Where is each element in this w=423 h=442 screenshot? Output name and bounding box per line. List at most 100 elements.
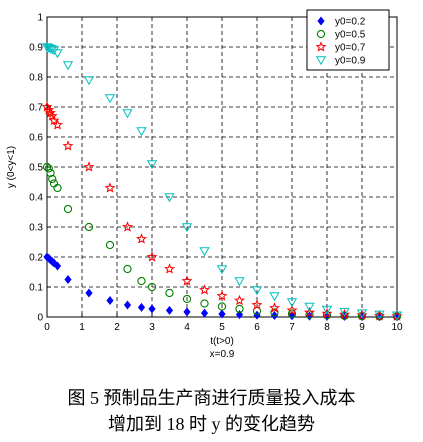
y-tick-label: 0.2 (29, 253, 43, 264)
x-tick-label: 4 (184, 322, 190, 333)
data-point (181, 223, 193, 233)
legend: y0=0.2 y0=0.5 y0=0.7 y0=0.9 (306, 9, 390, 71)
data-point (182, 294, 192, 304)
data-point (137, 302, 146, 312)
data-point (63, 204, 73, 214)
data-point (123, 264, 132, 274)
data-point (148, 304, 156, 314)
y-tick-label: 0.7 (29, 103, 43, 114)
data-point (356, 309, 368, 319)
series-3 (41, 101, 403, 321)
data-point (391, 311, 403, 321)
legend-marker (315, 41, 327, 52)
data-point (85, 288, 93, 298)
y-tick-label: 0.5 (29, 163, 43, 174)
data-point (42, 162, 52, 172)
x-tick-label: 10 (391, 322, 403, 333)
data-point (48, 46, 60, 56)
x-tick-label: 3 (149, 322, 155, 333)
y-tick-label: 0.4 (29, 193, 43, 204)
data-point (44, 164, 53, 173)
x-tick-label: 7 (289, 322, 295, 333)
data-point (199, 284, 210, 295)
data-point (45, 44, 56, 54)
data-points (41, 43, 403, 322)
data-point (269, 292, 280, 302)
legend-marker (315, 56, 327, 66)
data-point (137, 276, 146, 286)
data-point (217, 302, 227, 311)
data-point (123, 300, 132, 310)
data-point (104, 94, 116, 104)
data-point (48, 174, 57, 184)
x-tick-label: 5 (219, 322, 225, 333)
series-2 (42, 162, 402, 321)
y-tick-label: 0.3 (29, 223, 43, 234)
y-axis-label: y (0<y<1) (6, 146, 17, 188)
data-point (321, 307, 333, 319)
data-point (181, 275, 193, 286)
data-point (200, 308, 209, 318)
data-point (53, 261, 62, 271)
data-point (105, 240, 115, 250)
x-axis-label: t(t>0) (210, 336, 234, 347)
data-point (46, 110, 58, 121)
x-tick-label: 8 (324, 322, 330, 333)
data-point (164, 193, 175, 203)
data-point (322, 311, 332, 320)
data-point (234, 277, 245, 287)
data-point (200, 299, 209, 308)
data-point (253, 310, 261, 320)
data-point (216, 265, 228, 275)
data-point (52, 49, 63, 59)
data-point (52, 119, 63, 130)
data-point (251, 299, 263, 310)
y-tick-label: 0.8 (29, 73, 43, 84)
series-4 (41, 43, 403, 321)
data-point (339, 307, 350, 317)
legend-marker (316, 29, 326, 39)
data-point (251, 286, 263, 296)
data-point (321, 305, 333, 315)
legend-label: y0=0.2 (335, 17, 366, 28)
data-point (235, 304, 244, 314)
data-point (122, 109, 133, 119)
legend-label: y0=0.9 (335, 56, 366, 67)
data-point (218, 309, 226, 319)
data-point (146, 160, 158, 170)
y-tick-label: 0.1 (29, 283, 43, 294)
data-point (84, 222, 94, 232)
data-point (216, 290, 228, 301)
x-axis-sublabel: x=0.9 (210, 349, 235, 360)
data-point (340, 311, 349, 320)
y-tick-label: 0.6 (29, 133, 43, 144)
data-point (286, 298, 298, 308)
x-tick-label: 1 (79, 322, 85, 333)
data-point (146, 251, 158, 262)
data-point (183, 307, 191, 317)
data-point (304, 306, 315, 318)
data-point (287, 309, 297, 318)
data-point (304, 302, 315, 312)
data-point (62, 61, 74, 71)
chart: 0 1 2 3 4 5 6 7 8 9 10 0 0.1 0.2 0.3 0.4 0.5 0.6 0.7 0.8 0.9… (6, 9, 403, 360)
caption-line-1: 图 5 预制品生产商进行质量投入成本 (67, 388, 356, 408)
data-point (46, 168, 55, 178)
data-point (286, 304, 298, 316)
data-point (62, 140, 74, 151)
data-point (374, 310, 385, 320)
data-point (83, 161, 95, 172)
y-tick-label: 0.9 (29, 43, 43, 54)
data-point (270, 311, 279, 320)
data-point (83, 76, 95, 86)
data-point (136, 127, 147, 137)
data-point (235, 310, 244, 320)
data-point (165, 305, 174, 315)
data-point (48, 114, 60, 126)
data-point (269, 302, 280, 313)
data-point (165, 288, 174, 298)
x-tick-label: 0 (44, 322, 50, 333)
legend-label: y0=0.7 (335, 43, 366, 54)
data-point (270, 308, 279, 317)
data-point (106, 296, 114, 305)
